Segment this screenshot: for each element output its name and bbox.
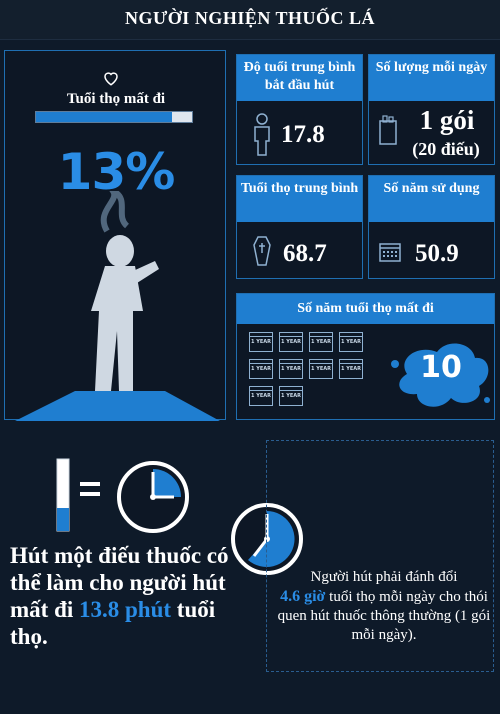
calendar-label: 1 YEAR [281, 339, 301, 345]
cigarette-statement-part2: tuổi thọ. [10, 597, 216, 649]
calendar-icon: 1 YEAR [249, 359, 273, 379]
trade-statement-part1: Người hút phải đánh đổi [310, 569, 458, 585]
trade-statement: Người hút phải đánh đổi 4.6 giờ tuổi thọ… [270, 568, 498, 645]
calendar-icon: 1 YEAR [339, 359, 363, 379]
smoker-silhouette [15, 191, 220, 421]
calendar-header [250, 387, 272, 391]
calendar-label: 1 YEAR [251, 366, 271, 372]
calendar-header [280, 387, 302, 391]
coffin-icon [253, 236, 271, 266]
years-used-card: Số năm sử dụng 50.9 [368, 175, 495, 279]
calendar-header [250, 333, 272, 337]
heart-icon [104, 72, 118, 86]
life-lost-panel: Tuổi thọ mất đi 13% [4, 50, 226, 421]
calendar-label: 1 YEAR [281, 393, 301, 399]
daily-amount-card: Số lượng mỗi ngày 1 gói (20 điếu) [368, 54, 495, 165]
person-icon [254, 113, 270, 156]
calendar-icon: 1 YEAR [309, 359, 333, 379]
calendar-label: 1 YEAR [341, 366, 361, 372]
calendar-label: 1 YEAR [251, 393, 271, 399]
calendar-header [340, 333, 362, 337]
calendar-icon: 1 YEAR [249, 386, 273, 406]
start-age-card: Độ tuổi trung bình bắt đầu hút 17.8 [236, 54, 363, 165]
calendar-icon: 1 YEAR [339, 332, 363, 352]
daily-amount-label: Số lượng mỗi ngày [369, 55, 494, 101]
trade-statement-highlight: 4.6 giờ [280, 588, 326, 605]
calendar-header [280, 333, 302, 337]
cigarette-statement-highlight: 13.8 phút [79, 597, 172, 622]
life-expectancy-card: Tuổi thọ trung bình 68.7 [236, 175, 363, 279]
calendar-label: 1 YEAR [311, 366, 331, 372]
calendar-label: 1 YEAR [251, 339, 271, 345]
calendar-header [340, 360, 362, 364]
life-lost-label: Tuổi thọ mất đi [66, 91, 166, 107]
years-lost-label: Số năm tuổi thọ mất đi [237, 294, 494, 324]
life-expectancy-value: 68.7 [283, 240, 327, 267]
years-lost-value: 10 [420, 350, 462, 385]
years-used-label: Số năm sử dụng [369, 176, 494, 222]
years-lost-card: Số năm tuổi thọ mất đi 1 YEAR 1 YEAR 1 YEA… [236, 293, 495, 420]
calendar-grid: 1 YEAR 1 YEAR 1 YEAR 1 YEAR 1 YEAR 1 YEAR 1 YE… [249, 332, 379, 412]
calendar-icon: 1 YEAR [249, 332, 273, 352]
calendar-icon [379, 243, 401, 262]
daily-amount-value: 1 gói [419, 105, 475, 135]
start-age-label: Độ tuổi trung bình bắt đầu hút [237, 55, 362, 101]
clock-icon [117, 461, 189, 533]
daily-amount-note: (20 điếu) [412, 139, 480, 159]
calendar-icon: 1 YEAR [279, 332, 303, 352]
life-lost-bar [35, 111, 193, 123]
trade-statement-part2: tuổi thọ mỗi ngày cho thói quen hút thuố… [277, 589, 491, 643]
calendar-label: 1 YEAR [311, 339, 331, 345]
calendar-icon: 1 YEAR [279, 359, 303, 379]
page-title: NGƯỜI NGHIỆN THUỐC LÁ [124, 8, 376, 28]
cigarette-statement: Hút một điếu thuốc có thể làm cho người … [10, 542, 230, 650]
cigarette-statement-part1: Hút một điếu thuốc có thể làm cho người … [10, 543, 229, 622]
calendar-label: 1 YEAR [341, 339, 361, 345]
years-used-value: 50.9 [415, 240, 459, 267]
cigarette-pack-icon [379, 115, 397, 145]
dashed-frame [266, 440, 494, 672]
life-lost-bar-fill [36, 112, 172, 122]
clock-icon-large [231, 503, 303, 575]
calendar-header [280, 360, 302, 364]
cigarette-icon [56, 458, 70, 532]
header: NGƯỜI NGHIỆN THUỐC LÁ [0, 0, 500, 40]
calendar-header [310, 360, 332, 364]
equals-sign [80, 482, 100, 496]
splat-shape [391, 343, 490, 407]
calendar-label: 1 YEAR [281, 366, 301, 372]
calendar-icon: 1 YEAR [279, 386, 303, 406]
calendar-header [310, 333, 332, 337]
calendar-icon: 1 YEAR [309, 332, 333, 352]
calendar-header [250, 360, 272, 364]
start-age-value: 17.8 [281, 121, 325, 148]
life-expectancy-label: Tuổi thọ trung bình [237, 176, 362, 222]
